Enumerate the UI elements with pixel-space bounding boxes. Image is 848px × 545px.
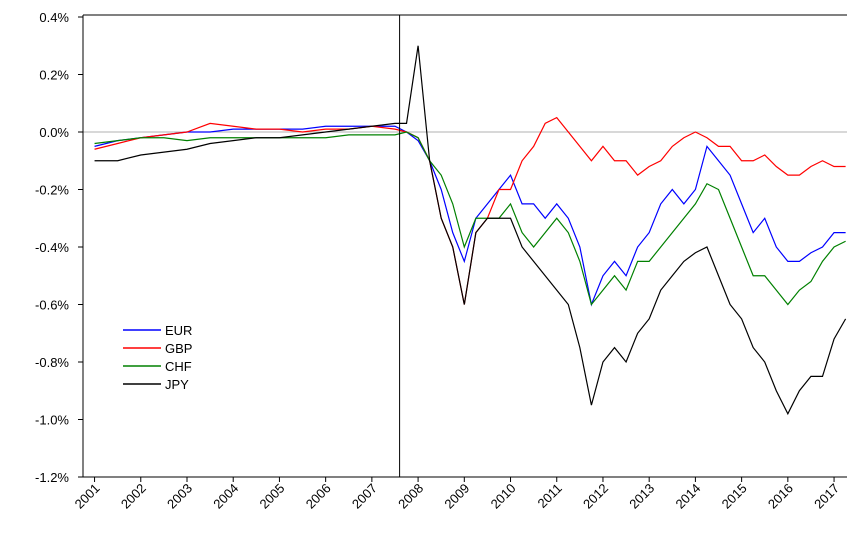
x-tick-label: 2009 [441,481,472,512]
series-line [94,116,846,305]
y-tick-label: -0.8% [35,355,69,370]
y-tick-label: -0.4% [35,240,69,255]
legend-label: JPY [165,377,189,392]
series-line [94,125,846,307]
y-tick-label: -0.2% [35,183,69,198]
legend-label: GBP [165,341,192,356]
y-tick-label: -0.6% [35,298,69,313]
x-tick-label: 2012 [580,481,611,512]
x-tick-label: 2016 [765,481,796,512]
x-tick-label: 2003 [164,481,195,512]
x-tick-label: 2002 [118,481,149,512]
series-line [94,131,846,306]
x-tick-label: 2005 [256,481,287,512]
x-tick-label: 2015 [719,481,750,512]
x-tick-label: 2006 [303,481,334,512]
x-tick-label: 2010 [488,481,519,512]
legend-label: EUR [165,323,192,338]
x-tick-label: 2008 [395,481,426,512]
legend-label: CHF [165,359,192,374]
x-tick-label: 2017 [811,481,842,512]
x-tick-label: 2004 [210,481,241,512]
x-tick-label: 2013 [626,481,657,512]
y-tick-label: 0.2% [39,68,69,83]
x-tick-label: 2011 [534,481,564,511]
y-tick-label: -1.0% [35,413,69,428]
x-tick-label: 2014 [672,481,703,512]
series-line [94,45,847,416]
y-tick-label: 0.4% [39,10,69,25]
y-tick-label: -1.2% [35,470,69,485]
y-tick-label: 0.0% [39,125,69,140]
x-tick-label: 2001 [72,481,103,512]
x-tick-label: 2007 [349,481,380,512]
